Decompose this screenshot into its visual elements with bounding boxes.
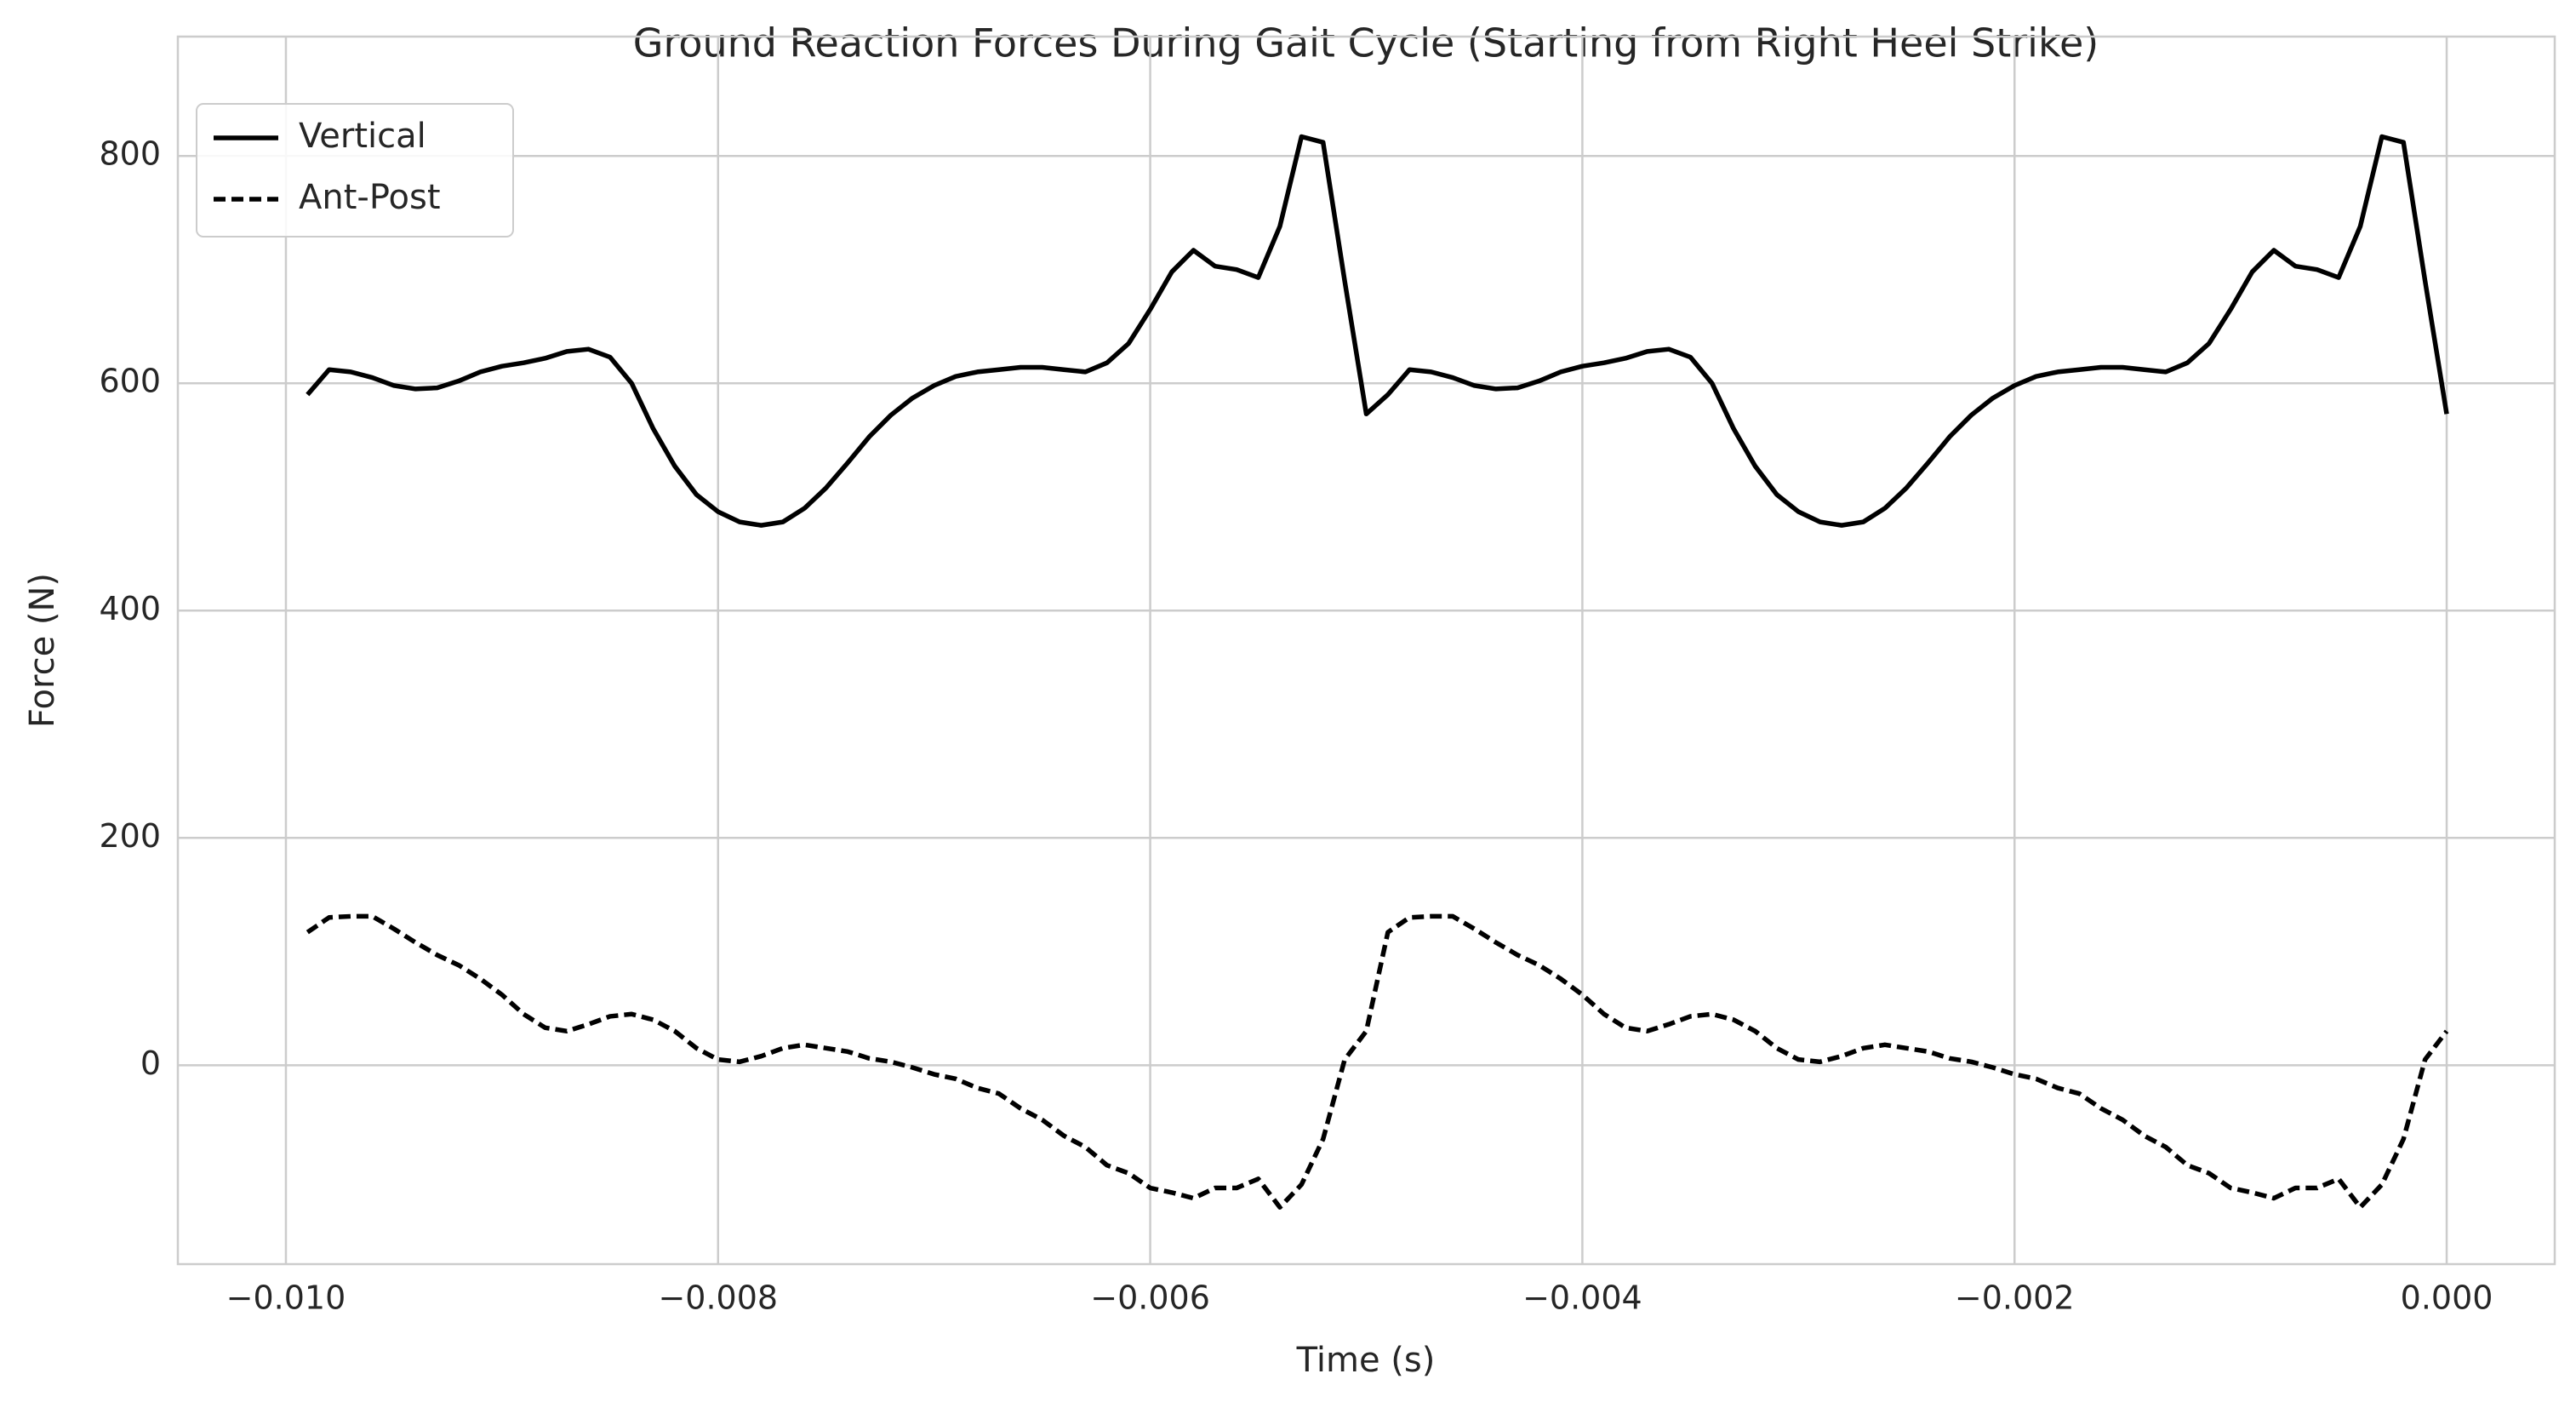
x-tick-label: −0.004 bbox=[1522, 1279, 1642, 1317]
y-tick-label: 400 bbox=[99, 590, 161, 627]
series-line bbox=[306, 913, 2449, 1210]
x-tick-label: −0.008 bbox=[658, 1279, 778, 1317]
x-tick-label: −0.002 bbox=[1955, 1279, 2075, 1317]
y-axis-label: Force (N) bbox=[23, 573, 62, 728]
y-tick-label: 800 bbox=[99, 135, 161, 173]
plot-frame bbox=[176, 35, 2556, 1266]
legend-label: Ant-Post bbox=[299, 178, 441, 217]
y-tick-label: 600 bbox=[99, 363, 161, 400]
y-tick-label: 200 bbox=[99, 817, 161, 855]
x-tick-label: −0.010 bbox=[226, 1279, 346, 1317]
x-tick-label: 0.000 bbox=[2401, 1279, 2493, 1317]
x-tick-label: −0.006 bbox=[1090, 1279, 1210, 1317]
chart-title: Ground Reaction Forces During Gait Cycle… bbox=[633, 20, 2099, 66]
legend-label: Vertical bbox=[299, 117, 426, 156]
series-line bbox=[306, 134, 2449, 528]
y-tick-label: 0 bbox=[140, 1045, 161, 1082]
x-axis-label: Time (s) bbox=[1296, 1341, 1436, 1380]
